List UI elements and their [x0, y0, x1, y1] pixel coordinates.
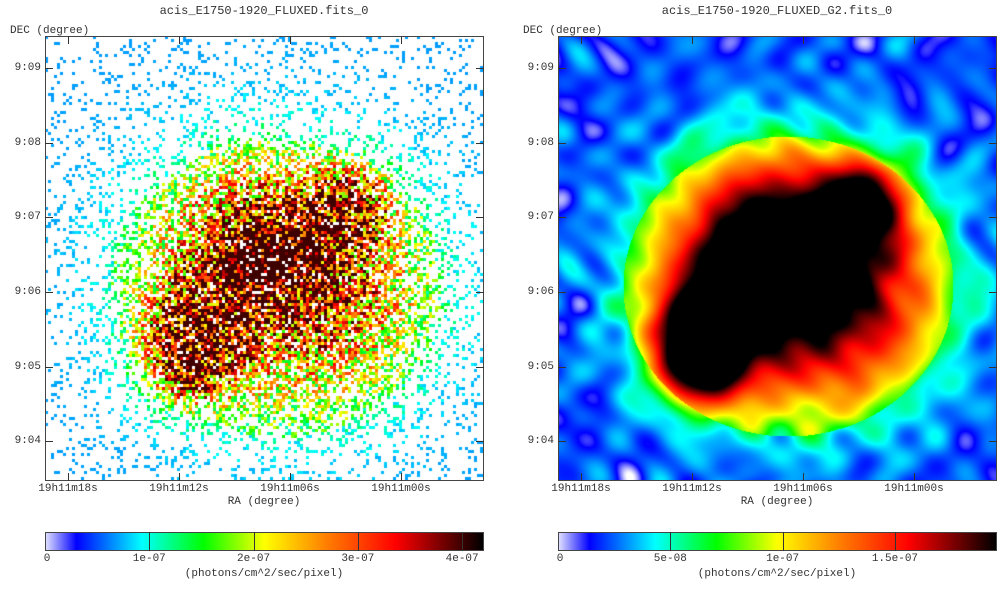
left-colorbar [45, 532, 484, 551]
x-tick-mark [68, 473, 69, 481]
x-tick-label: 19h11m06s [773, 483, 833, 495]
y-tick-mark [476, 143, 484, 144]
y-tick-mark [558, 292, 566, 293]
colorbar-tick-mark [462, 532, 464, 551]
x-tick-mark [692, 473, 693, 481]
y-tick-mark [476, 292, 484, 293]
y-tick-label: 9:05 [527, 361, 554, 373]
x-tick-label: 19h11m00s [884, 483, 944, 495]
colorbar-tick-label: 1e-07 [766, 553, 800, 565]
x-tick-label: 19h11m18s [551, 483, 611, 495]
colorbar-tick-mark [357, 532, 359, 551]
x-tick-mark [803, 473, 804, 481]
colorbar-tick-mark [253, 532, 255, 551]
x-tick-label: 19h11m12s [662, 483, 722, 495]
y-tick-mark [476, 367, 484, 368]
x-tick-mark [581, 36, 582, 44]
colorbar-tick-label: 1e-07 [132, 553, 166, 565]
y-tick-mark [476, 441, 484, 442]
colorbar-tick-label: 3e-07 [341, 553, 375, 565]
y-tick-mark [45, 217, 53, 218]
x-tick-mark [179, 473, 180, 481]
right-colorbar-label: (photons/cm^2/sec/pixel) [697, 568, 857, 580]
y-tick-mark [989, 367, 997, 368]
left-image[interactable] [45, 36, 483, 480]
y-tick-mark [558, 441, 566, 442]
right-x-axis-label: RA (degree) [740, 496, 814, 508]
y-tick-label: 9:09 [14, 62, 41, 74]
y-tick-label: 9:08 [527, 137, 554, 149]
x-tick-mark [581, 473, 582, 481]
y-tick-mark [45, 292, 53, 293]
y-tick-label: 9:09 [527, 62, 554, 74]
y-tick-label: 9:04 [14, 435, 41, 447]
colorbar-tick-label: 0 [556, 553, 564, 565]
right-plot-frame [558, 36, 997, 481]
y-tick-label: 9:07 [527, 211, 554, 223]
x-tick-mark [290, 473, 291, 481]
y-tick-mark [989, 143, 997, 144]
y-tick-mark [989, 292, 997, 293]
x-tick-mark [179, 36, 180, 44]
colorbar-tick-label: 2e-07 [237, 553, 271, 565]
right-colorbar [558, 532, 997, 551]
right-image[interactable] [558, 36, 996, 480]
left-y-axis-label: DEC (degree) [10, 25, 90, 37]
colorbar-tick-label: 5e-08 [653, 553, 687, 565]
x-tick-mark [68, 36, 69, 44]
x-tick-mark [290, 36, 291, 44]
colorbar-tick-label: 4e-07 [445, 553, 479, 565]
x-tick-mark [914, 473, 915, 481]
x-tick-mark [401, 473, 402, 481]
x-tick-mark [803, 36, 804, 44]
y-tick-mark [989, 441, 997, 442]
y-tick-label: 9:04 [527, 435, 554, 447]
y-tick-mark [558, 367, 566, 368]
y-tick-label: 9:05 [14, 361, 41, 373]
y-tick-mark [45, 68, 53, 69]
colorbar-tick-label: 1.5e-07 [871, 553, 919, 565]
y-tick-mark [476, 217, 484, 218]
y-tick-label: 9:07 [14, 211, 41, 223]
x-tick-mark [692, 36, 693, 44]
y-tick-mark [558, 143, 566, 144]
colorbar-tick-mark [894, 532, 896, 551]
x-tick-mark [914, 36, 915, 44]
left-plot-frame [45, 36, 484, 481]
y-tick-mark [45, 143, 53, 144]
y-tick-mark [558, 217, 566, 218]
y-tick-mark [476, 68, 484, 69]
left-plot-title: acis_E1750-1920_FLUXED.fits_0 [159, 4, 369, 18]
x-tick-label: 19h11m06s [260, 483, 320, 495]
left-colorbar-label: (photons/cm^2/sec/pixel) [184, 568, 344, 580]
right-y-axis-label: DEC (degree) [523, 25, 603, 37]
colorbar-tick-mark [782, 532, 784, 551]
y-tick-mark [989, 217, 997, 218]
x-tick-label: 19h11m12s [149, 483, 209, 495]
y-tick-label: 9:06 [14, 286, 41, 298]
colorbar-tick-mark [149, 532, 151, 551]
y-tick-mark [558, 68, 566, 69]
colorbar-tick-label: 0 [43, 553, 51, 565]
y-tick-label: 9:08 [14, 137, 41, 149]
x-tick-label: 19h11m18s [38, 483, 98, 495]
y-tick-label: 9:06 [527, 286, 554, 298]
right-plot-title: acis_E1750-1920_FLUXED_G2.fits_0 [661, 4, 893, 18]
x-tick-label: 19h11m00s [371, 483, 431, 495]
colorbar-tick-mark [670, 532, 672, 551]
x-tick-mark [401, 36, 402, 44]
y-tick-mark [989, 68, 997, 69]
y-tick-mark [45, 367, 53, 368]
y-tick-mark [45, 441, 53, 442]
left-x-axis-label: RA (degree) [227, 496, 301, 508]
